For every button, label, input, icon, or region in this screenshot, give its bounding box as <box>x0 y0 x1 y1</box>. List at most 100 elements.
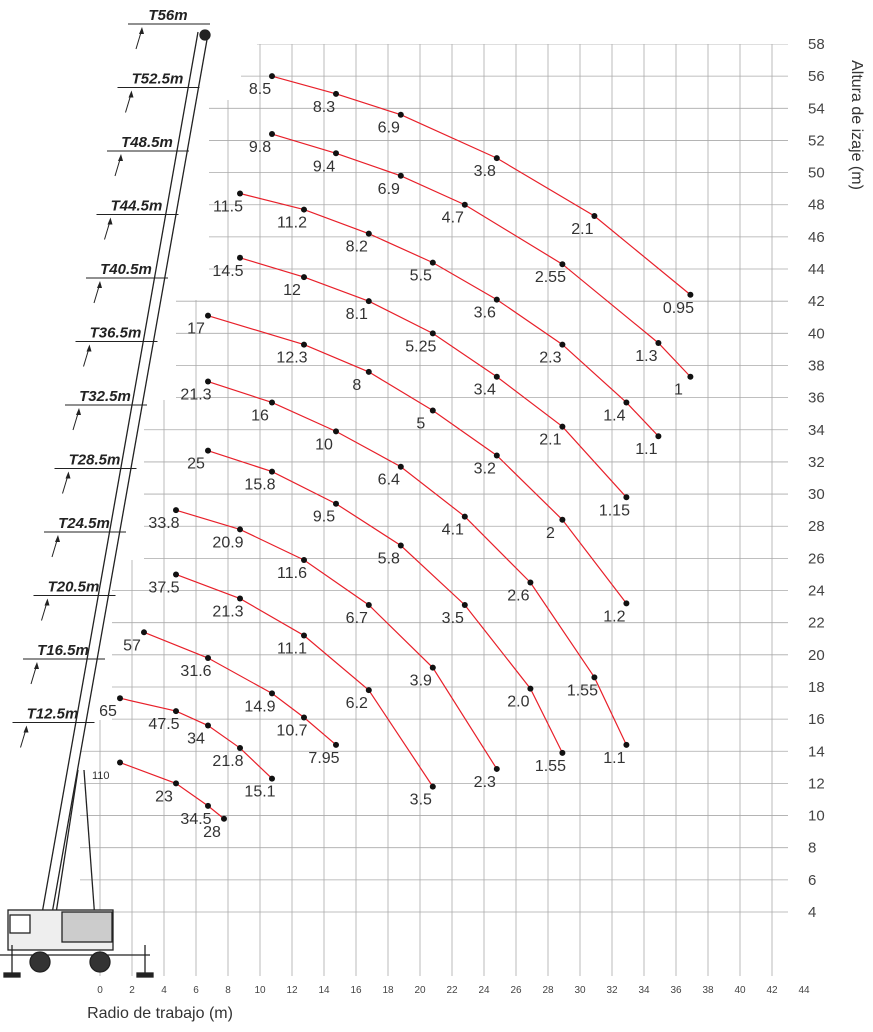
y-axis-title: Altura de izaje (m) <box>848 60 865 190</box>
load-label: 10.7 <box>276 723 307 740</box>
load-label: 2.1 <box>571 221 593 238</box>
load-point <box>333 428 339 434</box>
boom-length-label: T28.5m <box>69 452 121 469</box>
load-point <box>494 297 500 303</box>
load-point <box>430 784 436 790</box>
load-label: 1.1 <box>635 441 657 458</box>
load-label: 5 <box>416 415 425 432</box>
load-point <box>687 292 693 298</box>
boom-arrowhead <box>55 535 60 542</box>
y-tick-label: 26 <box>808 550 825 567</box>
load-label: 31.6 <box>180 663 211 680</box>
y-tick-label: 6 <box>808 872 816 889</box>
x-tick-label: 40 <box>734 985 746 996</box>
load-label: 6.9 <box>378 181 400 198</box>
x-tick-label: 14 <box>318 985 330 996</box>
boom-length-label: T36.5m <box>90 325 142 342</box>
y-tick-label: 32 <box>808 454 825 471</box>
boom-length-label: T20.5m <box>48 579 100 596</box>
boom-length-label: T40.5m <box>100 261 152 278</box>
load-point <box>494 374 500 380</box>
load-label: 57 <box>123 637 141 654</box>
y-tick-label: 48 <box>808 197 825 214</box>
y-tick-label: 46 <box>808 229 825 246</box>
load-point <box>237 255 243 261</box>
load-label: 34 <box>187 731 205 748</box>
load-label: 65 <box>99 703 117 720</box>
load-label: 2.3 <box>474 774 496 791</box>
x-axis-title: Radio de trabajo (m) <box>87 1005 233 1022</box>
load-point <box>237 745 243 751</box>
load-label: 47.5 <box>148 716 179 733</box>
load-label: 1.4 <box>603 407 625 424</box>
load-label: 4.1 <box>442 522 464 539</box>
x-tick-label: 28 <box>542 985 554 996</box>
load-label: 16 <box>251 407 269 424</box>
x-tick-label: 42 <box>766 985 778 996</box>
load-point <box>398 112 404 118</box>
load-point <box>269 690 275 696</box>
boom-length-label: T16.5m <box>37 642 89 659</box>
x-tick-label: 10 <box>254 985 266 996</box>
load-point <box>527 579 533 585</box>
load-point <box>269 131 275 137</box>
load-point <box>527 686 533 692</box>
load-label: 8.3 <box>313 99 335 116</box>
boom-arrowhead <box>76 408 81 415</box>
load-label: 1.15 <box>599 502 630 519</box>
boom-arrowhead <box>45 599 50 606</box>
y-tick-label: 38 <box>808 357 825 374</box>
load-point <box>221 816 227 822</box>
load-label: 8.2 <box>346 239 368 256</box>
load-point <box>398 173 404 179</box>
load-point <box>173 571 179 577</box>
load-label: 2.55 <box>535 269 566 286</box>
x-tick-label: 18 <box>382 985 394 996</box>
y-tick-label: 54 <box>808 100 825 117</box>
load-label: 8.5 <box>249 81 271 98</box>
load-point <box>687 374 693 380</box>
load-point <box>494 766 500 772</box>
boom-length-label: T32.5m <box>79 388 131 405</box>
y-tick-label: 14 <box>808 743 825 760</box>
load-point <box>205 379 211 385</box>
load-point <box>205 448 211 454</box>
boom-arrowhead <box>139 27 144 34</box>
load-label: 9.4 <box>313 158 335 175</box>
load-point <box>205 655 211 661</box>
boom-arrowhead <box>97 281 102 288</box>
x-tick-label: 12 <box>286 985 298 996</box>
boom-arrowhead <box>24 726 29 733</box>
load-point <box>333 91 339 97</box>
load-point <box>430 407 436 413</box>
x-tick-label: 16 <box>350 985 362 996</box>
y-tick-label: 20 <box>808 647 825 664</box>
load-label: 4.7 <box>442 210 464 227</box>
load-label: 3.5 <box>410 792 432 809</box>
chart: 110 Radio de trabajo (m) Altura de izaje… <box>0 0 873 1027</box>
load-point <box>366 687 372 693</box>
boom-length-label: T56m <box>148 7 187 24</box>
x-tick-label: 8 <box>225 985 231 996</box>
y-tick-label: 8 <box>808 840 816 857</box>
load-point <box>559 424 565 430</box>
y-tick-label: 24 <box>808 583 825 600</box>
boom-arrowhead <box>118 154 123 161</box>
load-label: 7.95 <box>308 750 339 767</box>
load-label: 3.8 <box>474 163 496 180</box>
load-label: 11.1 <box>277 641 307 658</box>
load-label: 15.8 <box>244 477 275 494</box>
load-point <box>366 602 372 608</box>
x-tick-label: 22 <box>446 985 458 996</box>
load-point <box>269 776 275 782</box>
load-point <box>173 708 179 714</box>
load-label: 20.9 <box>212 534 243 551</box>
grid <box>80 44 804 976</box>
y-tick-label: 16 <box>808 711 825 728</box>
load-point <box>301 274 307 280</box>
load-point <box>237 526 243 532</box>
load-point <box>623 399 629 405</box>
load-point <box>117 760 123 766</box>
load-point <box>237 190 243 196</box>
load-point <box>301 342 307 348</box>
